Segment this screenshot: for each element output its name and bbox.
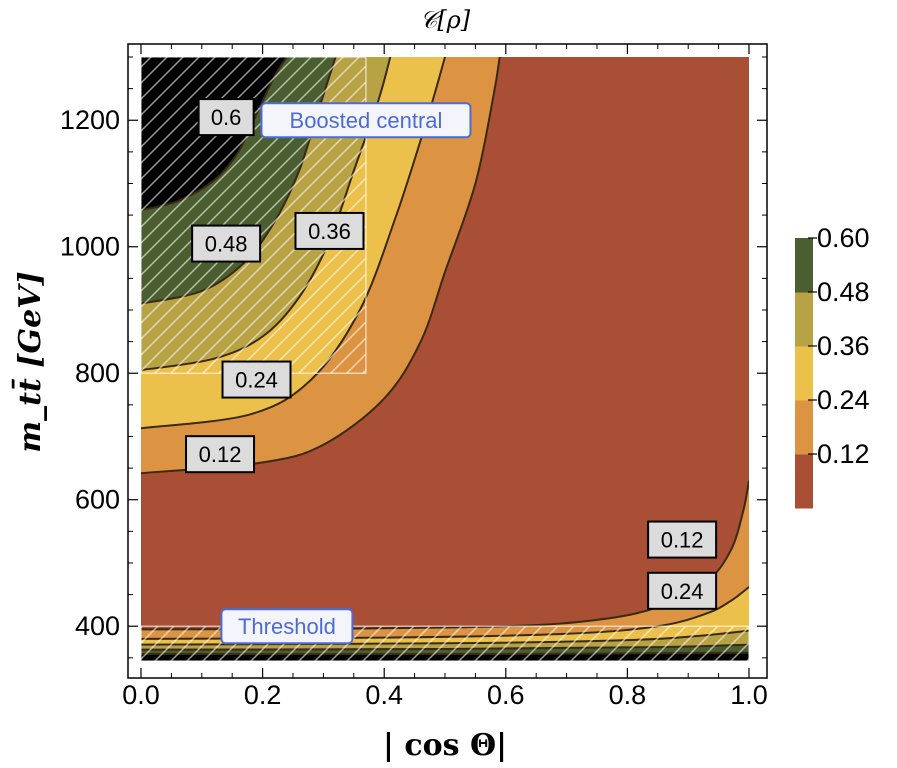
y-tick-label: 400 <box>75 611 120 641</box>
x-tick-label: 1.0 <box>730 680 768 710</box>
chart-title: 𝒞[ρ] <box>420 6 471 34</box>
y-tick-label: 1200 <box>60 105 120 135</box>
svg-text:Boosted central: Boosted central <box>290 108 443 133</box>
contour-label: 0.24 <box>647 571 718 610</box>
legend-label: 0.12 <box>817 439 870 469</box>
x-tick-label: 0.8 <box>609 680 647 710</box>
legend-swatch <box>795 238 813 293</box>
y-tick-label: 600 <box>75 485 120 515</box>
svg-text:0.12: 0.12 <box>199 442 242 467</box>
legend-swatch <box>795 346 813 401</box>
x-tick-label: 0.4 <box>365 680 403 710</box>
svg-text:0.24: 0.24 <box>235 368 278 393</box>
x-tick-label: 0.0 <box>122 680 160 710</box>
x-axis: 0.0 0.2 0.4 0.6 0.8 1.0 <box>122 44 768 710</box>
legend-swatch <box>795 292 813 347</box>
svg-text:0.6: 0.6 <box>211 105 242 130</box>
region-label: Threshold <box>220 608 354 645</box>
y-tick-label: 800 <box>75 358 120 388</box>
color-legend: 0.12 0.24 0.36 0.48 0.60 <box>795 223 870 509</box>
svg-text:0.24: 0.24 <box>661 579 704 604</box>
contour-label: 0.48 <box>191 224 262 263</box>
svg-text:Threshold: Threshold <box>238 614 336 639</box>
legend-label: 0.48 <box>817 277 870 307</box>
legend-swatch <box>795 400 813 455</box>
contour-label: 0.36 <box>294 211 365 250</box>
legend-label: 0.24 <box>817 385 870 415</box>
region-label: Boosted central <box>260 102 472 139</box>
x-tick-label: 0.2 <box>244 680 282 710</box>
svg-text:0.36: 0.36 <box>308 219 351 244</box>
contour-label: 0.24 <box>221 360 292 399</box>
plot-frame <box>127 43 768 679</box>
y-axis: 400 600 800 1000 1200 <box>60 56 767 659</box>
legend-label: 0.60 <box>817 223 870 253</box>
svg-text:0.12: 0.12 <box>661 528 704 553</box>
contour-label: 0.12 <box>647 520 718 559</box>
legend-label: 0.36 <box>817 331 870 361</box>
plot-area: 0.6 0.48 0.36 0.24 0.12 0.12 0.24 Boosted centr… <box>141 57 749 661</box>
contour-label: 0.12 <box>185 435 256 474</box>
legend-swatch <box>795 454 813 509</box>
x-tick-label: 0.6 <box>487 680 525 710</box>
y-tick-label: 1000 <box>60 232 120 262</box>
y-axis-label: m_tt̄ [GeV] <box>12 271 48 452</box>
x-axis-label: | cos Θ| <box>383 728 507 763</box>
contour-line-0.12 <box>141 57 501 475</box>
contour-label: 0.6 <box>197 98 255 137</box>
svg-text:0.48: 0.48 <box>205 232 248 257</box>
